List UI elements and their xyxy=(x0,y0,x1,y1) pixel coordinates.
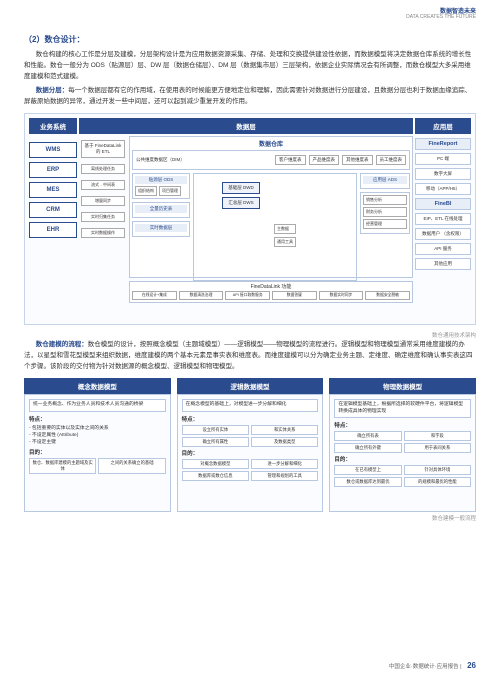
goal-tag: 数据库或数仓信息 xyxy=(182,471,249,481)
model-col-header: 概念数据模型 xyxy=(24,378,171,394)
dim-tag: 员工维度表 xyxy=(376,155,407,165)
data-layer-column: 基于 FineDataLink 的 ETL 离线处理任务流式→中间表增量同步实时… xyxy=(79,136,413,304)
app-group-header: FineReport xyxy=(415,138,471,150)
goal-tag: 之间的关系确立的基础 xyxy=(98,458,165,474)
page-subheader: DATA CREATES THE FUTURE xyxy=(406,14,476,20)
biz-system-box: WMS xyxy=(29,142,77,158)
app-item: 移动（APP/H5） xyxy=(415,183,471,195)
goal-tag: 在已有模型上 xyxy=(334,465,401,475)
biz-system-box: ERP xyxy=(29,162,77,178)
mid-tag: 主数据 xyxy=(274,224,296,234)
biz-system-box: CRM xyxy=(29,202,77,218)
etl-flow-box: 增量同步 xyxy=(81,196,125,206)
model-column: 逻辑数据模型在概念模型的基础上，对模型进一步分解和细化特点：设立所有实体和实体关… xyxy=(177,378,324,512)
keyword: 数仓建模的流程： xyxy=(36,341,88,348)
diagram-caption: 数仓建模一般流程 xyxy=(24,514,476,522)
feature-tag: 确立所有外键 xyxy=(334,443,401,453)
app-item: API 服务 xyxy=(415,243,471,255)
layer-panel: 应用层 ADS xyxy=(360,173,410,189)
section-title-1: （2）数仓设计： xyxy=(24,34,476,45)
feature-tag: 及数据类型 xyxy=(251,437,318,447)
goal-tag: 数仓或数据库达到最优 xyxy=(334,477,401,487)
model-desc-box: 在逻辑模型基础上，根据所选择的软硬件平台，将逻辑模型转换成具体的物理实现 xyxy=(334,399,471,417)
layer-stack-box: 基础层 DWD xyxy=(222,182,260,194)
keyword: 数据分层： xyxy=(36,87,69,94)
modeling-flow-diagram: 概念数据模型统一业务概念、作为业务人员和技术人员沟通的桥梁特点：- 包括重要的实… xyxy=(24,378,476,512)
goal-tag: 针对具体环境 xyxy=(404,465,471,475)
dim-tag: 其他维度表 xyxy=(342,155,373,165)
model-desc-box: 统一业务概念、作为业务人员和技术人员沟通的桥梁 xyxy=(29,399,166,411)
fdl-tag: 数据清洗治理 xyxy=(179,291,224,300)
layer-stack-box: 汇总层 DWS xyxy=(222,197,260,209)
data-warehouse-panel: 数据仓库 公共维度数据区（DIM） 客户维度表产品维度表其他维度表员工维度表 贴… xyxy=(129,136,413,278)
fdl-tag: 数据答疑 xyxy=(272,291,317,300)
warehouse-title: 数据仓库 xyxy=(132,139,410,148)
app-item: EIP、ETL 在线处理 xyxy=(415,213,471,225)
fdl-tag: 数据实时同步 xyxy=(319,291,364,300)
model-desc-box: 在概念模型的基础上，对模型进一步分解和细化 xyxy=(182,399,319,411)
model-column: 概念数据模型统一业务概念、作为业务人员和技术人员沟通的桥梁特点：- 包括重要的实… xyxy=(24,378,171,512)
biz-systems-column: WMS ERP MES CRM EHR xyxy=(29,136,77,304)
fdl-tag: 数据安全脱敏 xyxy=(365,291,410,300)
model-column: 物理数据模型在逻辑模型基础上，根据所选择的软硬件平台，将逻辑模型转换成具体的物理… xyxy=(329,378,476,512)
col-header-data: 数据层 xyxy=(79,118,413,134)
goal-tag: 的规模和最优的性能 xyxy=(404,477,471,487)
layer-panel: 全量历史表 xyxy=(132,202,190,218)
mid-tag: 通用工具 xyxy=(274,237,296,247)
feature-tag: 确立所有属性 xyxy=(182,437,249,447)
goal-tag: 进一步分解和细化 xyxy=(251,459,318,469)
goal-tag: 管理和规划的工具 xyxy=(251,471,318,481)
etl-flow-box: 实时数据操作 xyxy=(81,228,125,238)
model-col-header: 物理数据模型 xyxy=(329,378,476,394)
feature-tag: 设立所有实体 xyxy=(182,425,249,435)
mid-panel: 基础层 DWD 汇总层 DWS 主数据通用工具 xyxy=(193,173,357,281)
diagram-caption: 数仓通用技术架构 xyxy=(24,331,476,339)
app-item: PC 端 xyxy=(415,153,471,165)
page-footer: 中国企业·数据统计·应用报告 | 26 xyxy=(389,661,476,670)
feature-tag: 和实体关系 xyxy=(251,425,318,435)
app-item: 其他应用 xyxy=(415,258,471,270)
finedatalink-bar: FineDataLink 功能 在线设计+集成数据清洗治理API 接口取数服务数… xyxy=(129,281,413,303)
app-layer-column: FineReport PC 端数字大屏移动（APP/H5） FineBI EIP、ET… xyxy=(415,136,471,304)
paragraph: 数据分层：每一个数据层都有它的作用域，在使用表的时候能更方便地定位和理解，因此需… xyxy=(24,85,476,107)
etl-flow-box: 离线处理任务 xyxy=(81,164,125,174)
architecture-diagram: 业务系统 数据层 应用层 WMS ERP MES CRM EHR 基于 FineData… xyxy=(24,113,476,325)
col-header-app: 应用层 xyxy=(415,118,471,134)
etl-box: 基于 FineDataLink 的 ETL xyxy=(81,140,125,158)
biz-system-box: EHR xyxy=(29,222,77,238)
fdl-tag: 在线设计+集成 xyxy=(132,291,177,300)
feature-tag: 和字段 xyxy=(404,431,471,441)
col-header-biz: 业务系统 xyxy=(29,118,77,134)
biz-system-box: MES xyxy=(29,182,77,198)
dim-tag: 客户维度表 xyxy=(275,155,306,165)
paragraph: 数仓建模的流程：数仓模型的设计，按照概念模型（主题域模型）——逻辑模型——物理模… xyxy=(24,339,476,372)
feature-tag: 用于表间关系 xyxy=(404,443,471,453)
model-col-header: 逻辑数据模型 xyxy=(177,378,324,394)
etl-flow-box: 实时归集任务 xyxy=(81,212,125,222)
app-group-header: FineBI xyxy=(415,198,471,210)
paragraph: 数仓构建的核心工作是分层及建模，分层架构设计是为应用数据资源采集、存储、处理和交… xyxy=(24,49,476,82)
app-item: 数据用户 （含权限） xyxy=(415,228,471,240)
layer-panel: 实时数据层 xyxy=(132,221,190,237)
layer-panel: 销售分析财务分析经营管理 xyxy=(360,192,410,234)
fdl-tag: API 接口取数服务 xyxy=(225,291,270,300)
goal-tag: 对概念数据模型 xyxy=(182,459,249,469)
dim-tag: 产品维度表 xyxy=(309,155,340,165)
layer-panel: 贴源层 ODS组织结构项目管理 xyxy=(132,173,190,199)
dim-layer: 公共维度数据区（DIM） 客户维度表产品维度表其他维度表员工维度表 xyxy=(132,150,410,170)
feature-tag: 确立所有表 xyxy=(334,431,401,441)
etl-flow-box: 流式→中间表 xyxy=(81,180,125,190)
app-item: 数字大屏 xyxy=(415,168,471,180)
goal-tag: 数仓、数据库建模的主题域及实体 xyxy=(29,458,96,474)
